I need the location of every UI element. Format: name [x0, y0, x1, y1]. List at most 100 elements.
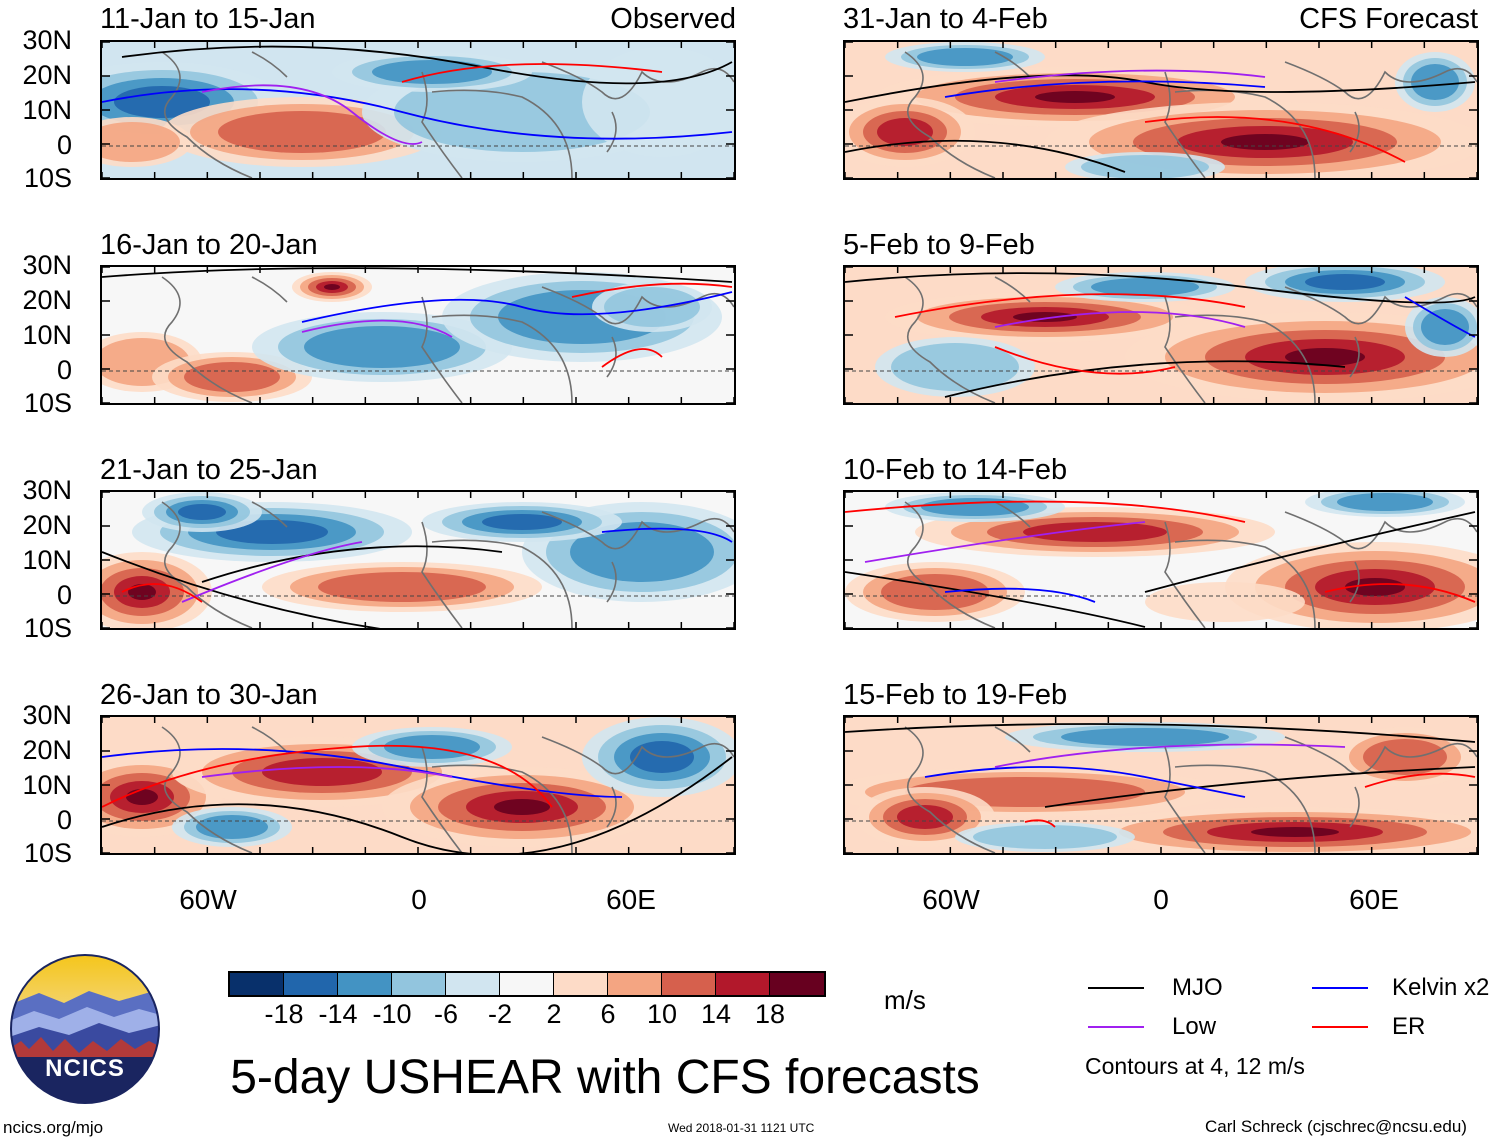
lat-label: 10S: [23, 613, 72, 643]
lat-label: 10S: [23, 388, 72, 418]
shear-anomaly-patch: [1081, 155, 1209, 178]
lat-label: 10N: [22, 770, 72, 800]
shear-anomaly-patch: [1337, 493, 1433, 511]
colorbar-tick-label: -10: [372, 999, 412, 1029]
wave-contour: [102, 267, 733, 283]
colorbar-tick-label: 6: [600, 999, 616, 1029]
colorbar-unit: m/s: [884, 985, 926, 1015]
colorbar-swatch: [662, 973, 716, 995]
colorbar-tick-label: -18: [264, 999, 304, 1029]
shear-anomaly-patch: [128, 584, 156, 600]
colorbar-swatch: [716, 973, 770, 995]
panel-title-5: 31-Jan to 4-Feb: [843, 3, 1048, 35]
lat-label: 0: [56, 805, 72, 835]
wave-contour: [994, 311, 1246, 328]
legend-line-er: [1312, 1026, 1368, 1028]
wave-contour: [601, 527, 733, 543]
lon-label: 60W: [922, 884, 980, 915]
coastline: [904, 726, 1477, 853]
panel-title-4: 26-Jan to 30-Jan: [100, 679, 318, 711]
wave-contour: [944, 80, 1266, 98]
panel-title-2: 16-Jan to 20-Jan: [100, 229, 318, 261]
shear-anomaly-patch: [1285, 348, 1365, 366]
observed-label: Observed: [610, 3, 736, 35]
panel-title-8: 15-Feb to 19-Feb: [843, 679, 1068, 711]
shear-anomaly-patch: [102, 122, 180, 162]
shear-anomaly-patch: [324, 284, 340, 290]
wave-contour: [845, 511, 1476, 628]
lat-label: 0: [56, 355, 72, 385]
coastline: [161, 726, 734, 853]
shear-anomaly-patch: [973, 825, 1117, 849]
wave-contour: [845, 723, 1476, 808]
wave-contour: [121, 45, 733, 85]
colorbar-swatch: [554, 973, 608, 995]
wave-contour: [864, 521, 1146, 563]
colorbar-tick-label: 14: [700, 999, 732, 1029]
shear-anomaly-patch: [1013, 312, 1077, 322]
lat-label: 20N: [22, 735, 72, 765]
panel-title-3: 21-Jan to 25-Jan: [100, 454, 318, 486]
map-panel-8: [843, 715, 1479, 855]
shear-anomaly-patch: [372, 60, 492, 84]
coastline: [904, 51, 1477, 178]
wave-contour: [102, 744, 553, 808]
shear-anomaly-patch: [1035, 91, 1115, 103]
wave-contour: [301, 319, 453, 338]
lat-label: 20N: [22, 510, 72, 540]
wave-contour: [102, 88, 733, 140]
colorbar-swatch: [230, 973, 284, 995]
lon-label: 60E: [1349, 884, 1399, 915]
shear-anomaly-patch: [1023, 522, 1167, 542]
footer-url[interactable]: ncics.org/mjo: [3, 1118, 104, 1137]
logo-text: NCICS: [45, 1055, 125, 1082]
lon-label: 60W: [179, 884, 237, 915]
wave-contour: [401, 63, 663, 83]
colorbar-tick-label: -14: [318, 999, 358, 1029]
shear-anomaly-patch: [1091, 278, 1199, 296]
legend-label-er: ER: [1392, 1013, 1426, 1040]
shear-anomaly-patch: [891, 343, 1019, 391]
wave-contour: [301, 291, 733, 323]
wave-contour: [1024, 772, 1476, 828]
panel-title-1: 11-Jan to 15-Jan: [100, 3, 316, 35]
shear-anomaly-patch: [494, 799, 550, 815]
wave-contour: [121, 583, 203, 603]
shear-anomaly-patch: [482, 514, 562, 530]
shear-anomaly-patch: [1411, 64, 1459, 100]
lat-label: 0: [56, 130, 72, 160]
colorbar-swatch: [770, 973, 824, 995]
figure-title: 5-day USHEAR with CFS forecasts: [230, 1051, 980, 1104]
wave-contour: [894, 293, 1246, 375]
colorbar-tick-label: 10: [646, 999, 678, 1029]
panel-title-6: 5-Feb to 9-Feb: [843, 229, 1035, 261]
lat-label: 30N: [22, 700, 72, 730]
colorbar-tick-label: 2: [546, 999, 562, 1029]
map-panel-7: [843, 490, 1479, 630]
colorbar-swatch: [392, 973, 446, 995]
coastline: [161, 51, 734, 178]
lat-label: 10S: [23, 838, 72, 868]
legend-label-kelvin: Kelvin x2: [1392, 974, 1490, 1001]
wave-contour: [201, 766, 453, 778]
footer-timestamp: Wed 2018-01-31 1121 UTC: [668, 1121, 815, 1135]
wave-contour: [201, 84, 423, 145]
shear-anomaly-patch: [1061, 728, 1229, 746]
shear-anomaly-patch: [178, 504, 226, 520]
wave-contour: [845, 500, 1476, 603]
footer-author: Carl Schreck (cjschrec@ncsu.edu): [1205, 1117, 1467, 1136]
shear-anomaly-patch: [184, 362, 280, 392]
shear-anomaly-patch: [1251, 827, 1339, 837]
colorbar: [228, 971, 826, 997]
coastline: [904, 276, 1477, 403]
lat-label: 20N: [22, 60, 72, 90]
shear-anomaly-patch: [262, 758, 382, 786]
map-panel-2: [100, 265, 736, 405]
lat-label: 30N: [22, 250, 72, 280]
legend-line-kelvin: [1312, 987, 1368, 989]
lon-label: 60E: [606, 884, 656, 915]
colorbar-tick-label: -6: [433, 999, 458, 1029]
lat-label: 20N: [22, 285, 72, 315]
shear-anomaly-patch: [126, 789, 158, 805]
shear-anomaly-patch: [1305, 274, 1385, 290]
